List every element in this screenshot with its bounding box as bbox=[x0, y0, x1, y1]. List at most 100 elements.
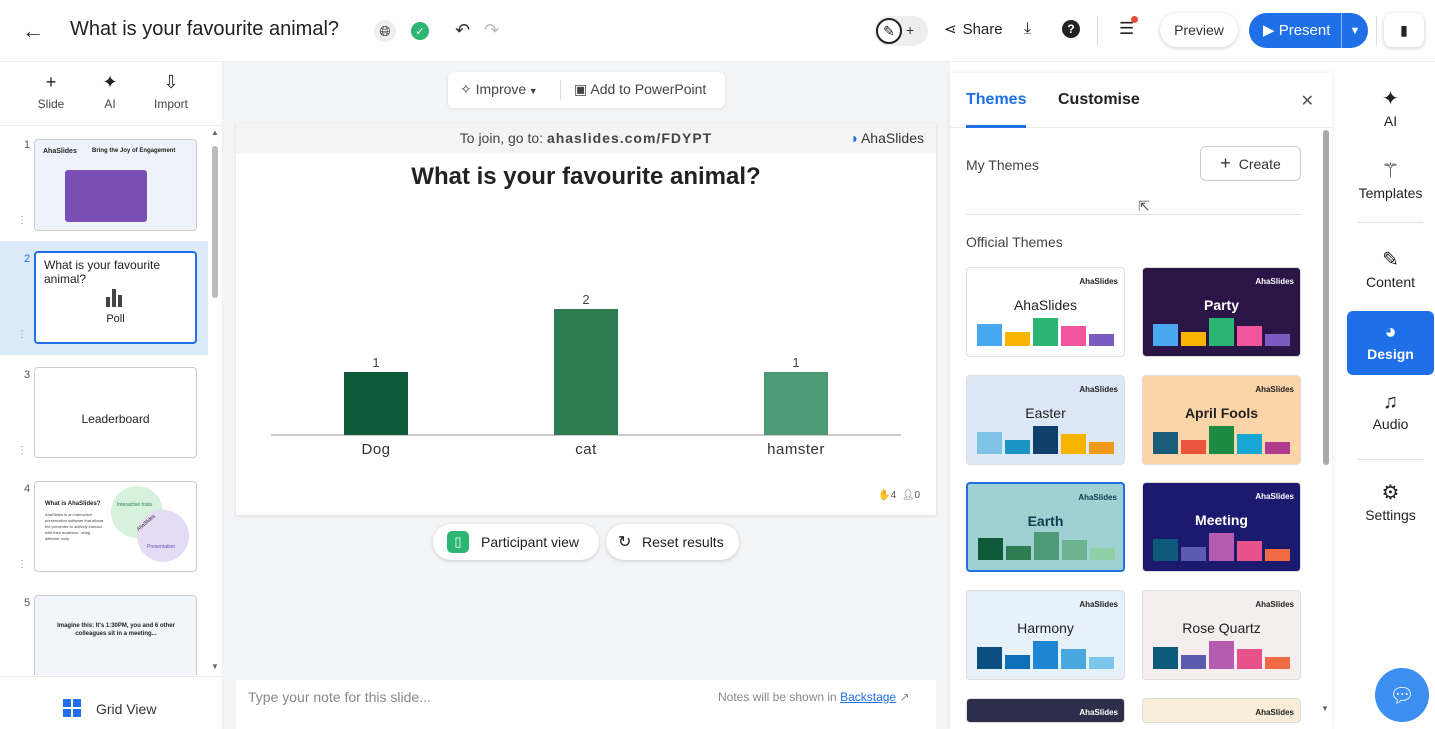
scroll-thumb[interactable] bbox=[1323, 130, 1329, 465]
theme-card-earth[interactable]: AhaSlides Earth bbox=[966, 482, 1125, 572]
slide-item[interactable]: 1 ⋮ AhaSlides Bring the Joy of Engagemen… bbox=[0, 135, 208, 235]
slide-list-scrollbar[interactable]: ▲ ▼ bbox=[210, 128, 220, 674]
ai-button[interactable]: ✦ AI bbox=[80, 72, 140, 111]
share-button[interactable]: ⋖ Share bbox=[944, 20, 1003, 38]
theme-card-april-fools[interactable]: AhaSlides April Fools bbox=[1142, 375, 1301, 465]
notes-input[interactable]: Type your note for this slide... bbox=[248, 689, 431, 705]
theme-bar bbox=[1089, 334, 1114, 346]
slide-item[interactable]: 3 ⋮ Leaderboard bbox=[0, 365, 208, 465]
participant-view-button[interactable]: ▯ Participant view bbox=[433, 524, 599, 560]
drag-handle-icon[interactable]: ⋮ bbox=[17, 329, 27, 340]
theme-bar bbox=[1237, 434, 1262, 454]
reset-results-button[interactable]: ↻ Reset results bbox=[606, 524, 739, 560]
sidebar-item-settings[interactable]: ⚙ Settings bbox=[1347, 470, 1434, 534]
slide-preview[interactable]: To join, go to: ahaslides.com/FDYPT ◑ Ah… bbox=[236, 123, 936, 515]
theme-card-meeting[interactable]: AhaSlides Meeting bbox=[1142, 482, 1301, 572]
people-count: 0 bbox=[914, 490, 920, 501]
theme-card-brand: AhaSlides bbox=[1079, 277, 1118, 286]
present-button[interactable]: ▶ Present ▼ bbox=[1249, 13, 1368, 48]
scroll-thumb[interactable] bbox=[212, 146, 218, 298]
slide-thumbnail[interactable]: Imagine this: It's 1:30PM, you and 6 oth… bbox=[34, 595, 197, 675]
slide-thumbnail[interactable]: What is your favourite animal? Poll bbox=[34, 251, 197, 344]
theme-bar bbox=[1153, 647, 1178, 669]
chat-support-button[interactable]: 💬︎ bbox=[1375, 668, 1429, 722]
slide-item[interactable]: 4 ⋮ What is AhaSlides? AhaSlides is an i… bbox=[0, 479, 208, 579]
theme-card-brand: AhaSlides bbox=[1079, 385, 1118, 394]
theme-bar bbox=[1033, 641, 1058, 669]
slide-thumbnail[interactable]: Leaderboard bbox=[34, 367, 197, 458]
sidebar-item-design[interactable]: ◕ Design bbox=[1347, 311, 1434, 375]
drag-handle-icon[interactable]: ⋮ bbox=[17, 559, 27, 570]
themes-scrollbar[interactable]: ▼ bbox=[1321, 128, 1331, 718]
theme-card[interactable]: AhaSlides bbox=[966, 698, 1125, 723]
theme-card-easter[interactable]: AhaSlides Easter bbox=[966, 375, 1125, 465]
collaborators[interactable]: ✎ + bbox=[874, 16, 928, 46]
hands-count: 4 bbox=[890, 490, 897, 501]
slide-number: 3 bbox=[24, 369, 31, 381]
drag-handle-icon[interactable]: ⋮ bbox=[17, 215, 27, 226]
theme-card-rose-quartz[interactable]: AhaSlides Rose Quartz bbox=[1142, 590, 1301, 680]
chevron-down-icon[interactable]: ▼ bbox=[1341, 13, 1368, 48]
slide-thumbnail[interactable]: What is AhaSlides? AhaSlides is an inter… bbox=[34, 481, 197, 572]
plus-icon: + bbox=[45, 72, 57, 92]
presentation-title[interactable]: What is your favourite animal? bbox=[70, 18, 340, 40]
close-icon[interactable]: ✕ bbox=[1300, 93, 1314, 110]
bar-value-label: 2 bbox=[582, 292, 589, 307]
add-to-powerpoint-button[interactable]: ▣ Add to PowerPoint bbox=[574, 81, 706, 98]
thumb-tag: Presentation bbox=[147, 544, 176, 550]
editor-canvas: ✧ Improve ▼ ▣ Add to PowerPoint To join,… bbox=[223, 62, 950, 729]
sidebar-item-content[interactable]: ✎ Content bbox=[1347, 237, 1434, 301]
thumb-title: Imagine this: It's 1:30PM, you and 6 oth… bbox=[57, 623, 175, 637]
drag-handle-icon[interactable]: ⋮ bbox=[17, 445, 27, 456]
help-icon[interactable]: ? bbox=[1062, 20, 1080, 38]
import-button[interactable]: ⇩ Import bbox=[141, 72, 201, 111]
download-icon[interactable]: ⤓ bbox=[1024, 20, 1032, 37]
scroll-up-icon[interactable]: ▲ bbox=[211, 128, 219, 137]
scroll-down-icon[interactable]: ▼ bbox=[211, 662, 219, 671]
theme-bar bbox=[977, 432, 1002, 454]
grid-view-button[interactable]: Grid View bbox=[0, 676, 223, 729]
slide-tools: + Slide ✦ AI ⇩ Import bbox=[0, 62, 223, 126]
slide-thumbnail[interactable]: AhaSlides Bring the Joy of Engagement bbox=[34, 139, 197, 231]
saved-check-icon: ✓ bbox=[411, 22, 429, 40]
tab-themes[interactable]: Themes bbox=[966, 91, 1027, 108]
results-panel-button[interactable]: ▮ bbox=[1384, 13, 1424, 47]
sidebar-item-ai[interactable]: ✦ AI bbox=[1347, 76, 1434, 140]
add-slide-button[interactable]: + Slide bbox=[21, 72, 81, 111]
person-icon: 👤︎ bbox=[901, 490, 915, 501]
theme-card-party[interactable]: AhaSlides Party bbox=[1142, 267, 1301, 357]
slide-item[interactable]: 5 Imagine this: It's 1:30PM, you and 6 o… bbox=[0, 593, 208, 675]
theme-bar bbox=[1181, 547, 1206, 561]
slide-item-selected[interactable]: 2 ⋮ What is your favourite animal? Poll bbox=[0, 241, 208, 355]
theme-card[interactable]: AhaSlides bbox=[1142, 698, 1301, 723]
import-icon: ⇩ bbox=[163, 72, 179, 92]
scroll-down-icon[interactable]: ▼ bbox=[1321, 704, 1329, 713]
backstage-link[interactable]: Backstage bbox=[840, 690, 897, 704]
globe-icon[interactable]: 🌐︎ bbox=[374, 20, 396, 42]
sidebar-item-audio[interactable]: ♫ Audio bbox=[1347, 381, 1434, 445]
add-collaborator-icon[interactable]: + bbox=[906, 22, 915, 38]
theme-preview-bars bbox=[1153, 426, 1290, 454]
theme-bar bbox=[1005, 440, 1030, 454]
theme-name: Meeting bbox=[1195, 512, 1248, 528]
divider bbox=[1376, 16, 1377, 46]
tab-customise[interactable]: Customise bbox=[1058, 91, 1140, 108]
notes-area[interactable]: Type your note for this slide... Notes w… bbox=[236, 680, 936, 729]
thumb-tag: Interactive tools bbox=[117, 502, 153, 508]
theme-card-ahaslides[interactable]: AhaSlides AhaSlides bbox=[966, 267, 1125, 357]
bar-value-label: 1 bbox=[372, 355, 379, 370]
external-link-icon[interactable]: ↗ bbox=[899, 690, 910, 704]
join-banner: To join, go to: ahaslides.com/FDYPT bbox=[236, 123, 936, 153]
theme-bar bbox=[1153, 324, 1178, 346]
notification-icon[interactable]: ☰ bbox=[1119, 16, 1139, 39]
theme-preview-bars bbox=[1153, 533, 1290, 561]
create-theme-button[interactable]: + Create bbox=[1200, 146, 1301, 181]
back-arrow-icon[interactable]: ← bbox=[22, 18, 44, 43]
redo-icon[interactable]: ↷ bbox=[484, 20, 500, 40]
theme-card-brand: AhaSlides bbox=[1255, 385, 1294, 394]
theme-card-harmony[interactable]: AhaSlides Harmony bbox=[966, 590, 1125, 680]
sidebar-item-templates[interactable]: ⚚ Templates bbox=[1347, 148, 1434, 212]
preview-button[interactable]: Preview bbox=[1160, 13, 1238, 47]
improve-button[interactable]: ✧ Improve ▼ bbox=[460, 81, 538, 98]
undo-icon[interactable]: ↶ bbox=[455, 20, 471, 40]
